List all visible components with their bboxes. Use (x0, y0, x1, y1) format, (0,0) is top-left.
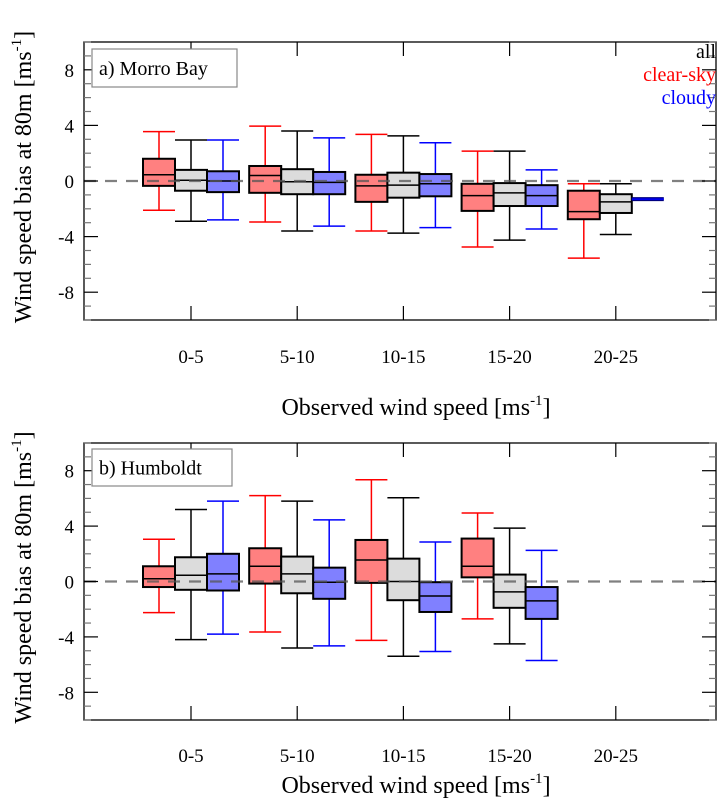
x-axis-label-main: Observed wind speed [ms (281, 395, 530, 421)
x-axis-ticks: 0-5 5-10 10-15 15-20 20-25 (178, 42, 638, 368)
box-cloudy-5-10 (312, 519, 347, 647)
y-axis-label-sup: -1 (9, 39, 25, 52)
y-axis-label-sup: -1 (9, 439, 25, 452)
box-clear-sky-15-20 (460, 512, 495, 620)
interquartile-box (280, 555, 315, 595)
interquartile-box (524, 586, 559, 620)
x-tick-label: 0-5 (178, 347, 203, 368)
x-tick-label: 15-20 (487, 347, 531, 368)
x-axis-label: Observed wind speed [ms-1] (281, 393, 550, 421)
panel-label: b) Humboldt (99, 458, 202, 480)
interquartile-box (460, 537, 495, 579)
x-tick-label: 5-10 (280, 746, 315, 767)
x-tick-label: 20-25 (594, 746, 638, 767)
y-tick-label: 8 (65, 462, 75, 483)
panel-humboldt: -8 -4 0 4 8 0-5 5-10 10-15 15-20 20-25 b) Humbol… (9, 431, 717, 799)
y-axis-label-end: ] (11, 31, 37, 39)
interquartile-box (460, 182, 495, 212)
interquartile-box (142, 565, 176, 589)
y-axis-ticks: -8 -4 0 4 8 (58, 41, 716, 321)
panel-label-frame (91, 48, 238, 88)
box-clear-sky-0-5 (142, 538, 176, 614)
x-axis-label-end: ] (543, 395, 551, 421)
box-clear-sky-20-25 (566, 183, 601, 259)
box-all-15-20 (492, 527, 527, 645)
y-axis-label: Wind speed bias at 80m [ms-1] (9, 431, 37, 723)
interquartile-box (206, 552, 240, 592)
interquartile-box (598, 193, 633, 214)
panel-morro-bay: -8 -4 0 4 8 0-5 5-10 10-15 15-20 20-25 a) Morro … (9, 31, 717, 421)
box-clear-sky-10-15 (354, 478, 389, 642)
box-all-20-25 (598, 183, 633, 236)
y-tick-label: -8 (58, 283, 74, 304)
panel-label: a) Morro Bay (99, 58, 208, 80)
legend: all clear-sky cloudy (643, 41, 716, 109)
x-tick-label: 20-25 (594, 347, 638, 368)
y-axis-label: Wind speed bias at 80m [ms-1] (9, 31, 37, 323)
box-clear-sky-5-10 (248, 494, 283, 633)
y-tick-label: 0 (65, 573, 75, 594)
y-tick-label: -4 (58, 228, 74, 249)
x-tick-label: 10-15 (381, 746, 425, 767)
x-axis-label: Observed wind speed [ms-1] (281, 771, 550, 799)
interquartile-box (492, 182, 527, 208)
box-clear-sky-5-10 (248, 125, 283, 223)
box-clear-sky-15-20 (460, 150, 495, 248)
box-all-10-15 (386, 135, 421, 234)
interquartile-box (566, 189, 601, 221)
panel-label-frame (91, 448, 233, 487)
y-tick-label: 8 (65, 61, 75, 82)
interquartile-box (354, 173, 389, 203)
interquartile-box (174, 556, 208, 591)
interquartile-box (418, 173, 453, 198)
box-layer (142, 478, 559, 662)
box-cloudy-0-5 (206, 500, 240, 635)
x-tick-label: 15-20 (487, 746, 531, 767)
interquartile-box (312, 566, 347, 600)
y-tick-label: 4 (65, 116, 75, 137)
y-axis-label-main: Wind speed bias at 80m [ms (11, 452, 37, 724)
box-cloudy-15-20 (524, 549, 559, 662)
y-axis-label-end: ] (11, 431, 37, 439)
interquartile-box (354, 538, 389, 584)
panel-label-box: a) Morro Bay (91, 48, 238, 88)
box-all-15-20 (492, 150, 527, 241)
box-all-10-15 (386, 496, 421, 658)
legend-item-clear-sky: clear-sky (643, 64, 716, 86)
x-axis-label-main: Observed wind speed [ms (281, 773, 530, 799)
y-tick-label: 0 (65, 172, 75, 193)
interquartile-box (248, 164, 283, 194)
y-tick-label: 4 (65, 517, 75, 538)
box-cloudy-10-15 (418, 541, 453, 653)
box-layer (142, 125, 664, 259)
x-axis-label-end: ] (543, 773, 551, 799)
x-axis-ticks: 0-5 5-10 10-15 15-20 20-25 (178, 443, 638, 767)
x-tick-label: 0-5 (178, 746, 203, 767)
x-tick-label: 10-15 (381, 347, 425, 368)
box-cloudy-5-10 (312, 137, 347, 227)
panel-label-box: b) Humboldt (91, 448, 233, 487)
box-all-0-5 (174, 508, 208, 641)
legend-item-cloudy: cloudy (662, 87, 716, 109)
x-tick-label: 5-10 (280, 347, 315, 368)
x-axis-label-sup: -1 (530, 771, 543, 787)
legend-item-all: all (696, 41, 716, 63)
y-axis-label-main: Wind speed bias at 80m [ms (11, 51, 37, 323)
y-tick-label: -4 (58, 628, 74, 649)
box-clear-sky-10-15 (354, 133, 389, 232)
interquartile-box (386, 557, 421, 602)
box-cloudy-15-20 (524, 169, 559, 230)
y-tick-label: -8 (58, 683, 74, 704)
y-axis-ticks: -8 -4 0 4 8 (58, 442, 716, 721)
box-clear-sky-0-5 (142, 130, 176, 211)
box-cloudy-10-15 (418, 142, 453, 229)
interquartile-box (418, 581, 453, 613)
box-all-5-10 (280, 500, 315, 649)
x-axis-label-sup: -1 (530, 393, 543, 409)
